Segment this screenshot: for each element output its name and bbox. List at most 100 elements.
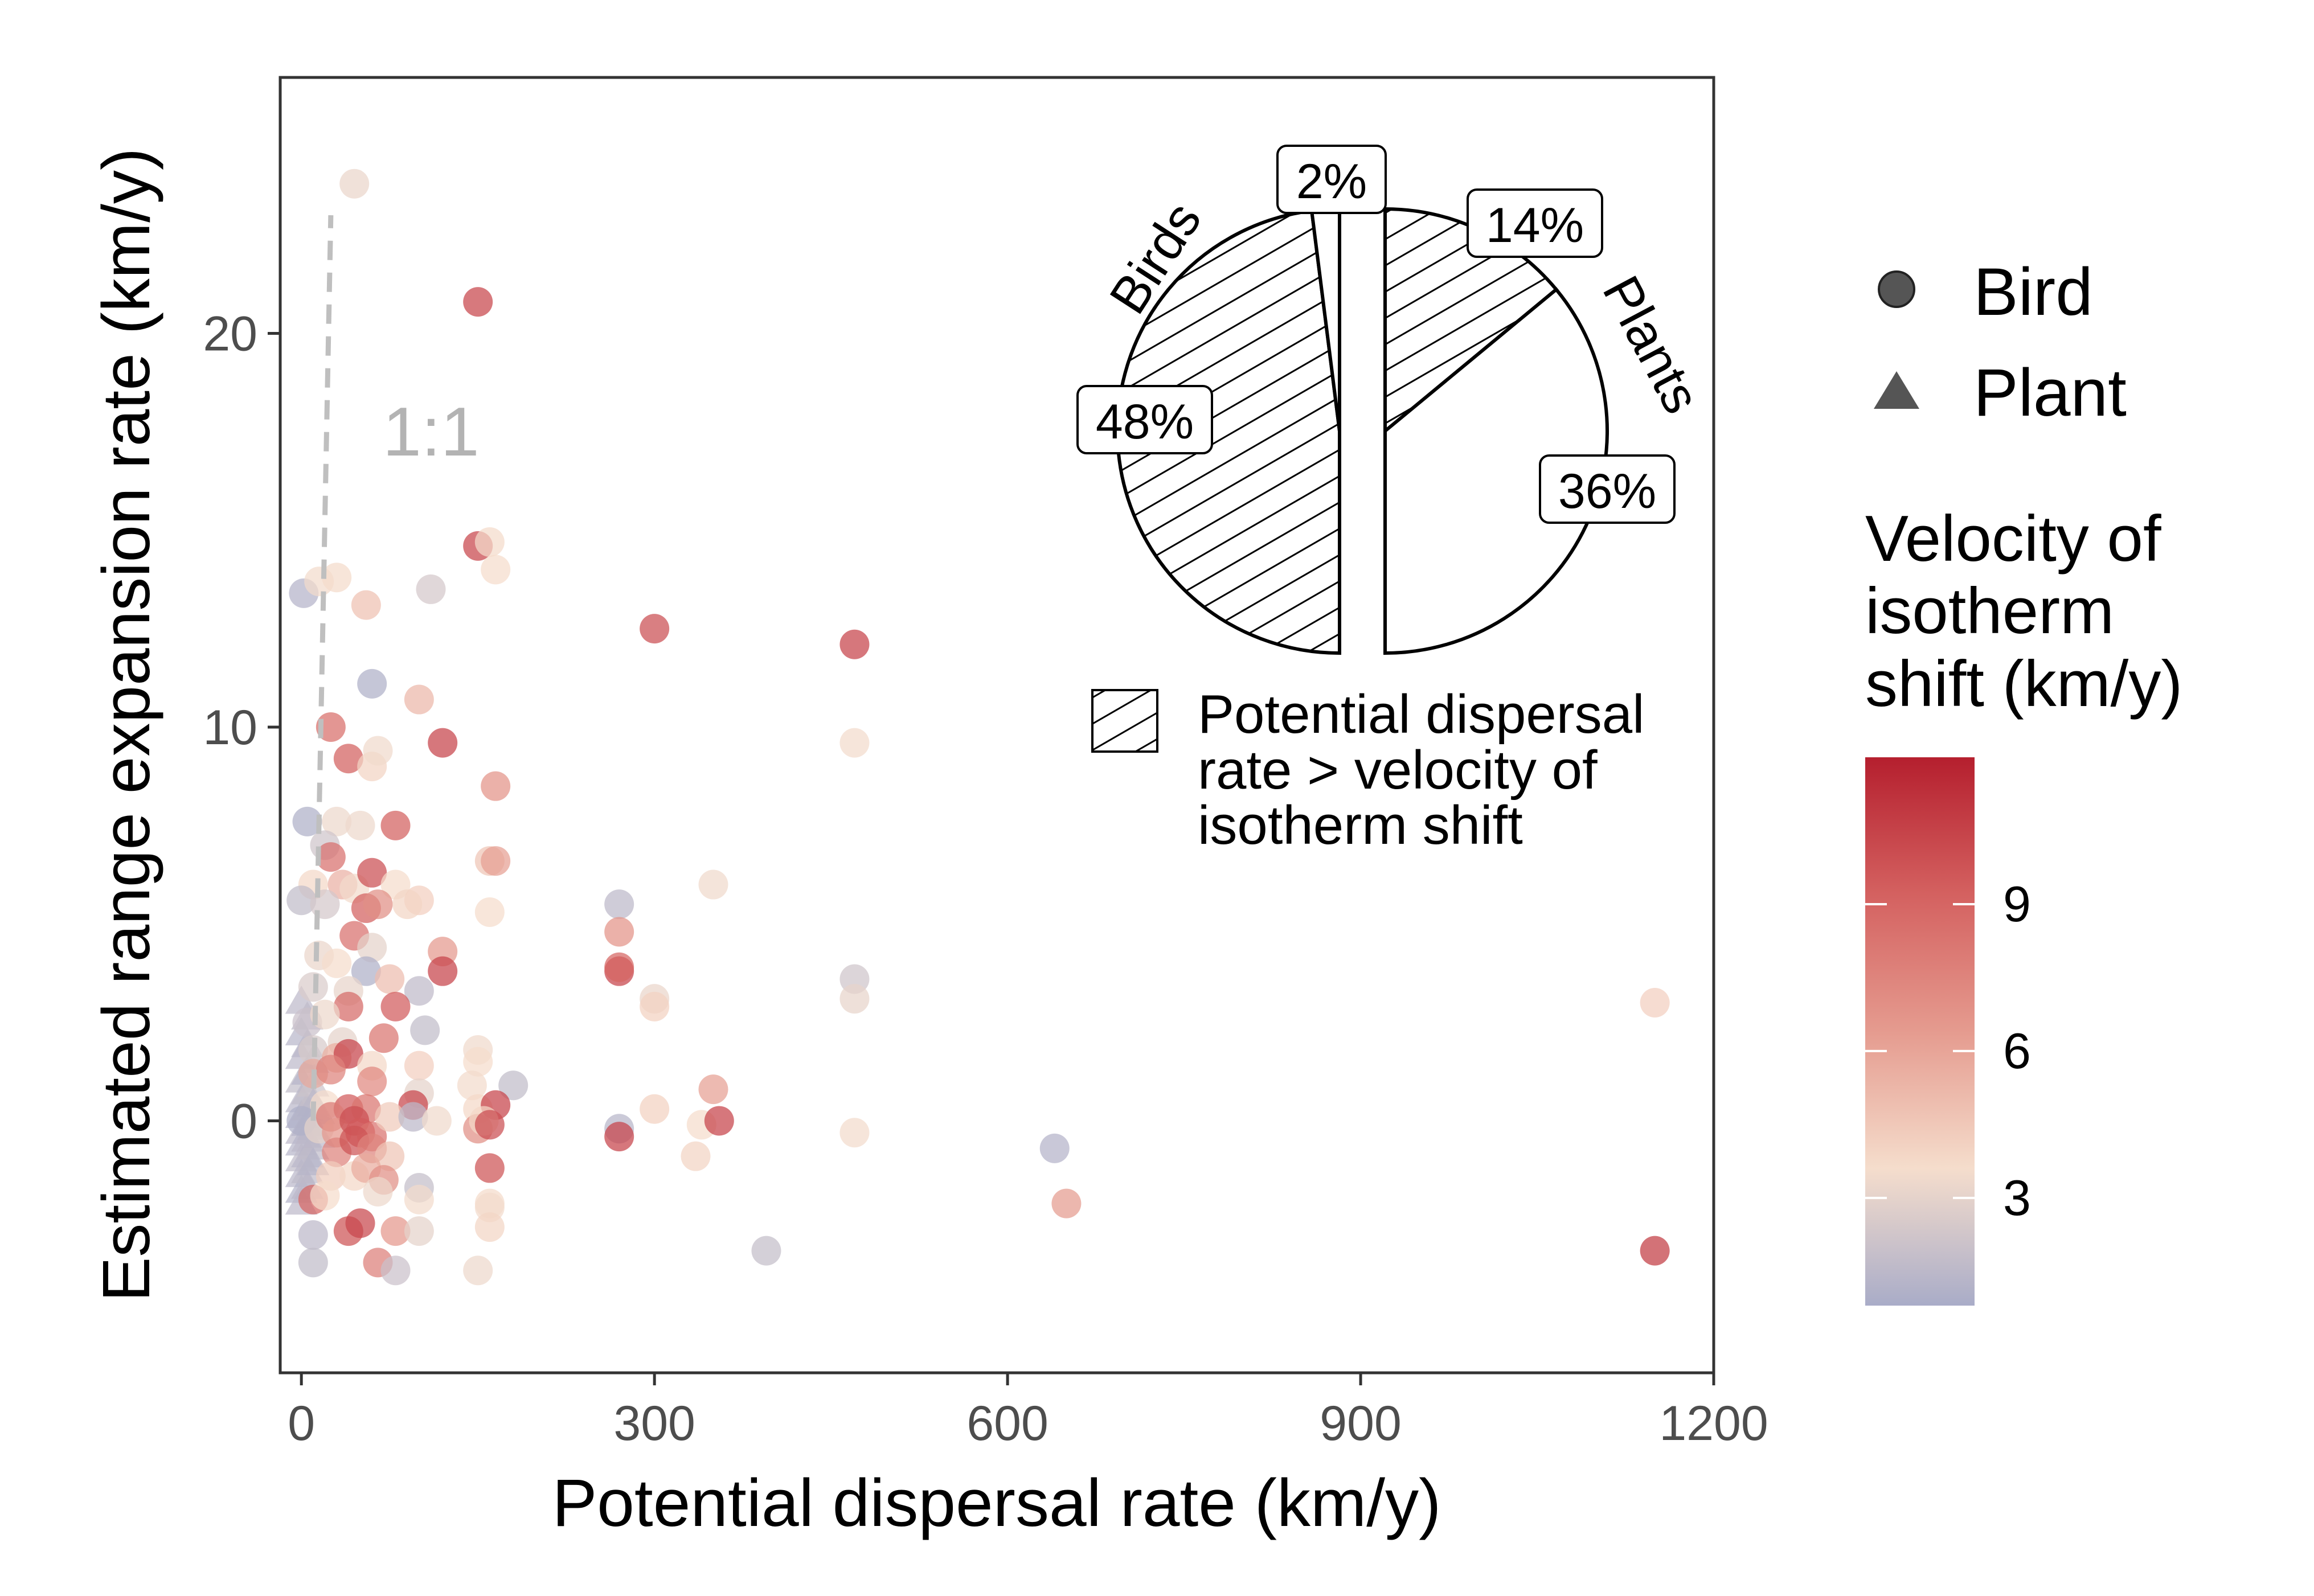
- bird-point: [398, 1102, 428, 1132]
- one-to-one-label: 1:1: [383, 393, 480, 470]
- bird-point: [380, 991, 411, 1021]
- bird-point: [375, 1141, 405, 1171]
- hatch-legend-line-1: Potential dispersal: [1198, 684, 1644, 745]
- legend-plant-triangle-icon: [1874, 371, 1919, 409]
- pie-slice-label: 14%: [1486, 198, 1584, 253]
- bird-point: [363, 736, 393, 766]
- bird-point: [410, 1015, 440, 1045]
- bird-point: [481, 846, 511, 876]
- bird-point: [316, 842, 346, 872]
- bird-point: [421, 1106, 452, 1136]
- legend-bird-label: Bird: [1973, 255, 2093, 330]
- bird-point: [463, 1047, 493, 1077]
- bird-point: [640, 1094, 670, 1124]
- bird-point: [345, 810, 375, 840]
- colorbar-title-line-1: Velocity of: [1865, 503, 2161, 575]
- bird-point: [428, 956, 458, 986]
- bird-point: [404, 976, 434, 1006]
- bird-point: [640, 991, 670, 1021]
- bird-point: [1640, 1236, 1670, 1266]
- bird-point: [463, 287, 493, 317]
- colorbar-title: Velocity of isotherm shift (km/y): [1865, 503, 2182, 720]
- hatch-legend-label: Potential dispersal rate > velocity of i…: [1198, 684, 1660, 856]
- hatch-legend-line-2: rate > velocity of: [1198, 740, 1598, 801]
- legend-bird-circle-icon: [1878, 270, 1915, 308]
- bird-point: [322, 563, 352, 593]
- bird-point: [1039, 1133, 1070, 1163]
- bird-point: [404, 684, 434, 715]
- y-tick-label: 20: [203, 306, 257, 361]
- one-to-one-line: [310, 215, 334, 1121]
- bird-point: [698, 1074, 728, 1105]
- colorbar-ticks: 3 6 9: [1865, 876, 2031, 1226]
- x-tick-label: 300: [613, 1396, 695, 1451]
- bird-point: [839, 728, 870, 758]
- bird-point: [640, 614, 670, 644]
- bird-point: [481, 555, 511, 585]
- bird-point: [698, 869, 728, 900]
- bird-point: [604, 1122, 634, 1152]
- bird-point: [474, 527, 505, 557]
- bird-point: [392, 889, 423, 920]
- bird-point: [481, 771, 511, 801]
- bird-point: [704, 1106, 734, 1136]
- pie-slice-label: 2%: [1296, 154, 1367, 209]
- pie-label-box: [1276, 145, 1387, 214]
- bird-point: [380, 1256, 411, 1286]
- bird-point: [298, 1220, 328, 1250]
- bird-point: [498, 1070, 529, 1101]
- x-tick-label: 900: [1320, 1396, 1402, 1451]
- bird-point: [298, 1248, 328, 1278]
- colorbar-tick-label: 3: [2003, 1170, 2031, 1226]
- bird-point: [375, 1102, 405, 1132]
- bird-point: [839, 1118, 870, 1148]
- bird-point: [404, 1216, 434, 1246]
- bird-point: [322, 806, 352, 836]
- bird-point: [474, 1212, 505, 1242]
- bird-point: [604, 952, 634, 982]
- bird-point: [380, 810, 411, 840]
- bird-point: [357, 933, 387, 963]
- bird-point: [751, 1236, 781, 1266]
- bird-point: [351, 956, 381, 986]
- bird-point: [681, 1141, 711, 1171]
- bird-point: [292, 806, 322, 836]
- bird-point: [298, 972, 328, 1002]
- bird-point: [310, 889, 340, 920]
- bird-point: [404, 1184, 434, 1215]
- bird-point: [1640, 988, 1670, 1017]
- bird-point: [333, 744, 363, 774]
- pie-slice-label: 36%: [1558, 464, 1656, 519]
- legend-plant-label: Plant: [1973, 355, 2127, 430]
- bird-point: [310, 1180, 340, 1211]
- bird-point: [474, 1110, 505, 1140]
- x-tick-label: 0: [288, 1396, 315, 1451]
- bird-point: [333, 991, 363, 1021]
- hatch-legend-line-3: isotherm shift: [1198, 795, 1523, 856]
- pie-label-box: [1539, 454, 1676, 524]
- x-tick-label: 1200: [1659, 1396, 1768, 1451]
- bird-point: [428, 728, 458, 758]
- bird-point: [357, 668, 387, 699]
- colorbar-title-line-2: isotherm: [1865, 575, 2114, 647]
- bird-point: [363, 1176, 393, 1207]
- bird-point: [1051, 1188, 1082, 1218]
- plot-border: [279, 76, 1715, 1375]
- x-tick-label: 600: [966, 1396, 1049, 1451]
- bird-point: [604, 889, 634, 920]
- pie-slice: [1383, 287, 1609, 655]
- bird-point: [357, 1066, 387, 1097]
- bird-point: [375, 964, 405, 994]
- pie-label-box: [1467, 188, 1603, 258]
- bird-point: [363, 889, 393, 920]
- bird-point: [380, 1216, 411, 1246]
- colorbar-tick-label: 9: [2003, 876, 2031, 932]
- bird-point: [357, 858, 387, 888]
- bird-point: [404, 1051, 434, 1081]
- bird-point: [368, 1023, 399, 1053]
- bird-point: [322, 948, 352, 978]
- bird-point: [286, 885, 317, 916]
- bird-point: [416, 574, 446, 604]
- axes: 0 300 600 900 1200 0 10 20: [203, 306, 1768, 1451]
